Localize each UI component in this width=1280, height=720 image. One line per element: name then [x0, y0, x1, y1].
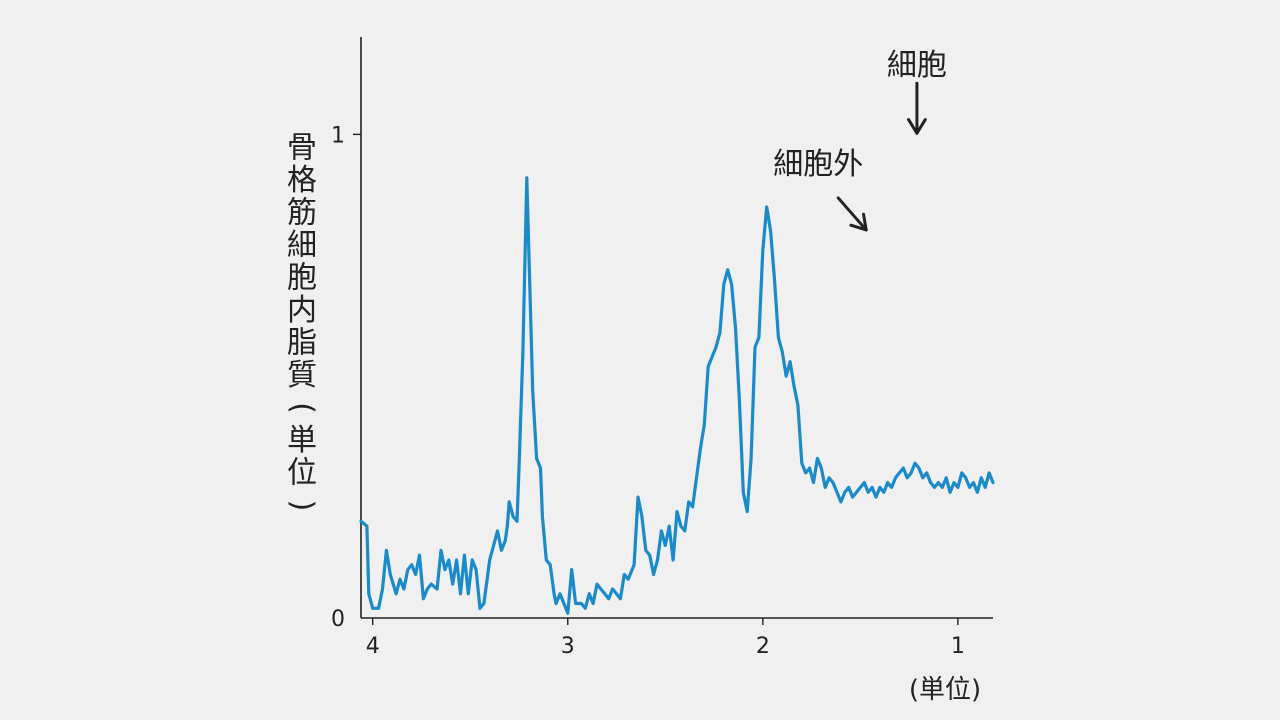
y-label-char: ) — [285, 500, 320, 512]
x-tick-label: 1 — [951, 634, 965, 659]
y-label-char: 単 — [287, 423, 317, 458]
annotation-label: 細胞 — [887, 48, 947, 83]
annotation-arrowhead — [907, 118, 927, 135]
y-tick-label: 1 — [331, 123, 345, 148]
y-label-char: 筋 — [287, 196, 317, 231]
y-label-char: 質 — [287, 358, 317, 393]
y-label-char: 内 — [287, 293, 317, 328]
y-label-char: 骨 — [287, 131, 317, 166]
y-label-char: 胞 — [287, 261, 317, 296]
y-tick-label: 0 — [331, 607, 345, 632]
series-line — [359, 176, 995, 615]
y-label-char: 位 — [287, 456, 317, 491]
y-label-char: ( — [285, 402, 320, 414]
x-tick-label: 2 — [756, 634, 770, 659]
x-tick-label: 4 — [366, 634, 380, 659]
y-label-char: 格 — [287, 163, 317, 198]
series-layer — [359, 176, 995, 615]
x-tick-label: 3 — [561, 634, 575, 659]
y-label-char: 脂 — [287, 326, 317, 361]
axis-ticks: 4 3 2 1 0 1 — [331, 123, 965, 659]
annotation-arrow — [836, 196, 868, 232]
annotations-layer: 細胞外 細胞 — [773, 48, 947, 232]
y-label-char: 細 — [287, 228, 317, 263]
annotation-label: 細胞外 — [773, 147, 863, 182]
annotation-arrowhead — [849, 212, 868, 232]
x-unit-label: (単位) — [909, 675, 981, 705]
